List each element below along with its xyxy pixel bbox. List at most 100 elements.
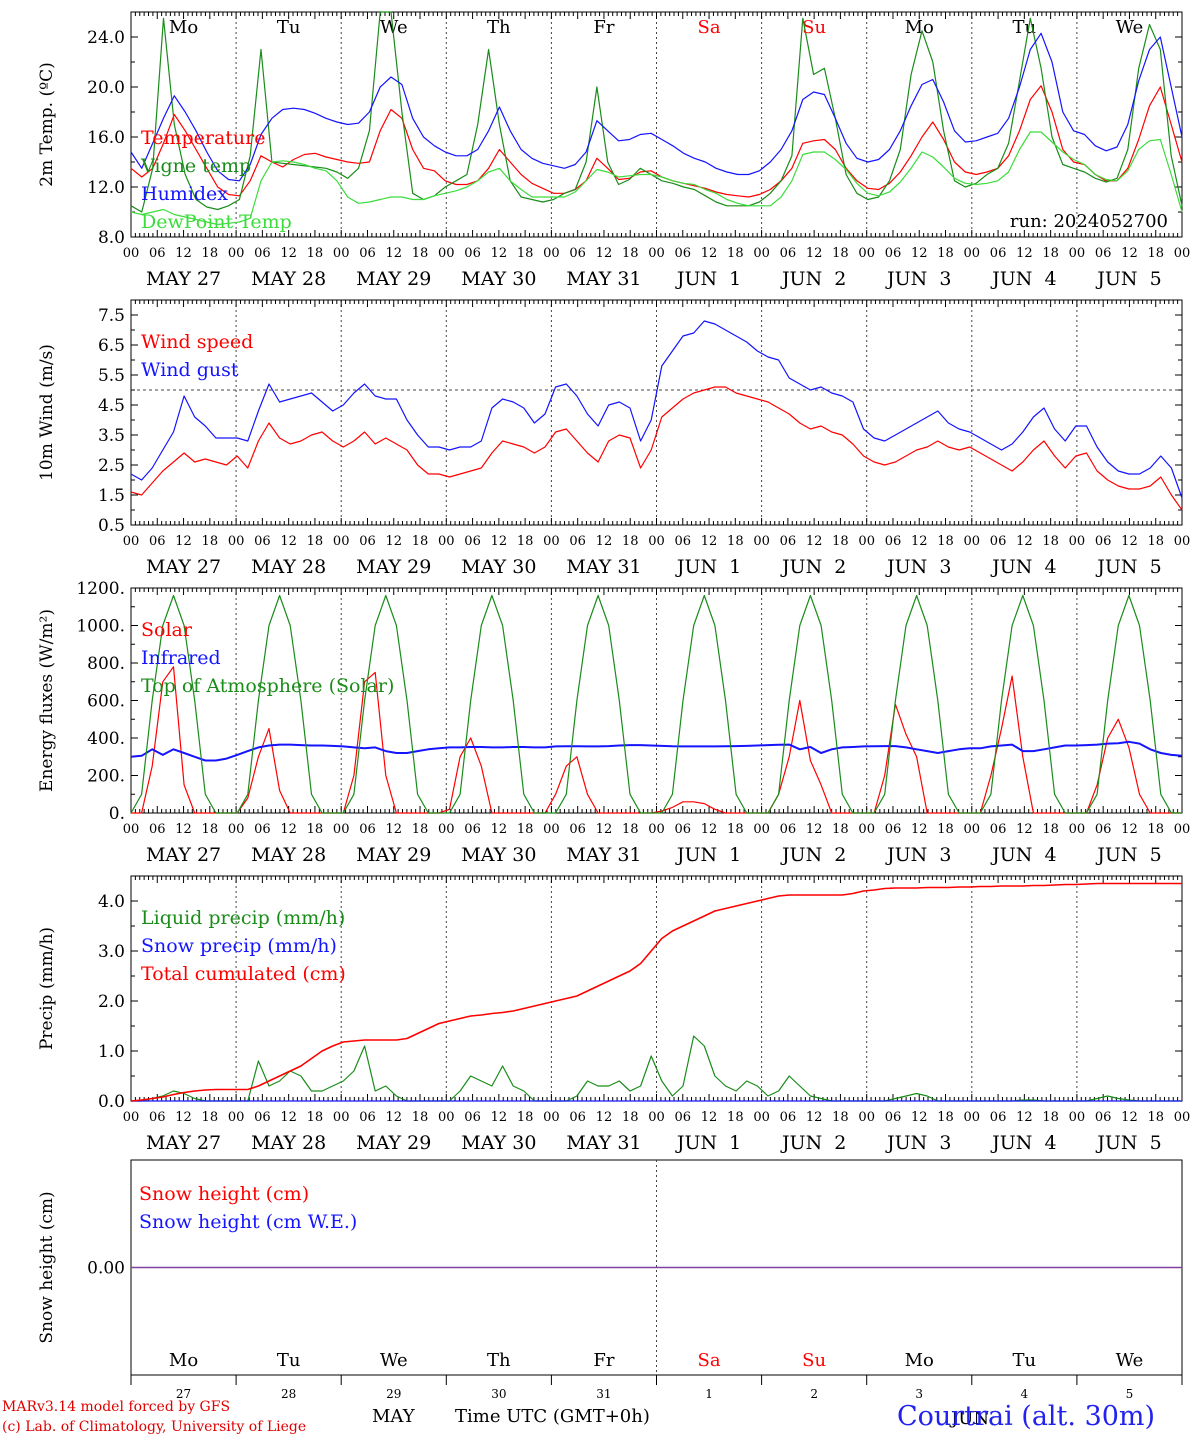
hour-tick-label: 18 [937, 534, 954, 549]
date-label: JUN 5 [1095, 268, 1161, 290]
y-tick-label: 1.0 [98, 1042, 125, 1062]
hour-tick-label: 12 [385, 1110, 402, 1125]
legend-label: Total cumulated (cm) [141, 963, 346, 985]
hour-tick-label: 00 [648, 1110, 665, 1125]
hour-tick-label: 18 [517, 246, 534, 261]
hour-tick-label: 00 [228, 534, 245, 549]
y-tick-label: 600. [87, 692, 125, 712]
hour-tick-label: 18 [727, 1110, 744, 1125]
y-axis-label: 2m Temp. (ºC) [37, 62, 57, 187]
date-label: JUN 1 [675, 1132, 741, 1154]
weekday-label: Th [487, 1350, 511, 1371]
hour-tick-label: 06 [359, 534, 376, 549]
hour-tick-label: 18 [412, 822, 429, 837]
series-line-dewpoint-temp [130, 131, 1183, 226]
series-line-humidex [130, 32, 1183, 182]
model-credit: MARv3.14 model forced by GFS [2, 1399, 231, 1415]
hour-tick-label: 00 [438, 534, 455, 549]
hour-tick-label: 00 [964, 822, 981, 837]
legend-label: Liquid precip (mm/h) [141, 907, 345, 929]
weekday-label: We [380, 17, 408, 38]
hour-tick-label: 06 [990, 1110, 1007, 1125]
hour-tick-label: 00 [333, 822, 350, 837]
hour-tick-label: 06 [675, 1110, 692, 1125]
hour-tick-label: 06 [464, 246, 481, 261]
date-label: JUN 2 [780, 1132, 846, 1154]
hour-tick-label: 12 [1016, 1110, 1033, 1125]
date-label: JUN 4 [990, 1132, 1056, 1154]
date-label: JUN 3 [885, 268, 951, 290]
weekday-label: Tu [277, 1350, 301, 1371]
hour-tick-label: 18 [937, 822, 954, 837]
hour-tick-label: 12 [911, 246, 928, 261]
hour-tick-label: 18 [1042, 822, 1059, 837]
hour-tick-label: 18 [307, 822, 324, 837]
chart-panel-1: 00 06 12 18 00 06 12 18 00 06 12 18 00 06 12 18 00 06 12 18… [37, 11, 1190, 290]
hour-tick-label: 12 [280, 534, 297, 549]
date-label: JUN 2 [780, 268, 846, 290]
hour-tick-label: 00 [964, 1110, 981, 1125]
legend-label: Top of Atmosphere (Solar) [141, 675, 394, 697]
y-tick-label: 5.5 [98, 366, 125, 386]
weekday-label: Mo [905, 1350, 934, 1371]
series-line-vigne-temp [130, 11, 1183, 213]
y-tick-label: 400. [87, 729, 125, 749]
chart-panel-4: 00 06 12 18 00 06 12 18 00 06 12 18 00 06 12 18 00 06 12 18… [37, 875, 1191, 1154]
date-label: JUN 3 [885, 556, 951, 578]
hour-tick-label: 18 [412, 246, 429, 261]
date-label: JUN 3 [885, 1132, 951, 1154]
hour-tick-label: 12 [175, 534, 192, 549]
weekday-label: Tu [1013, 17, 1037, 38]
date-label: MAY 29 [356, 556, 431, 578]
hour-tick-label: 00 [1174, 1110, 1191, 1125]
hour-tick-label: 18 [1042, 1110, 1059, 1125]
hour-tick-label: 00 [1069, 1110, 1086, 1125]
hour-tick-label: 18 [1147, 1110, 1164, 1125]
hour-tick-label: 12 [911, 822, 928, 837]
hour-tick-label: 00 [228, 822, 245, 837]
y-tick-label: 0.5 [98, 516, 125, 536]
hour-tick-label: 12 [911, 1110, 928, 1125]
hour-tick-label: 00 [1069, 246, 1086, 261]
hour-tick-label: 06 [885, 534, 902, 549]
y-axis-label: 10m Wind (m/s) [37, 344, 57, 481]
weekday-label: Su [802, 1350, 826, 1371]
date-label: JUN 4 [990, 556, 1056, 578]
day-number-label: 27 [176, 1387, 191, 1401]
y-tick-label: 6.5 [98, 336, 125, 356]
hour-tick-label: 18 [202, 246, 219, 261]
weekday-label: Fr [593, 17, 614, 38]
hour-tick-label: 18 [832, 822, 849, 837]
chart-panel-5: 27 28 29 30 31 1 2 3 4 5 Mo Tu We Th Fr Sa Su Mo Tu We 0.00 S… [37, 1159, 1183, 1401]
hour-tick-label: 18 [727, 246, 744, 261]
hour-tick-label: 06 [569, 822, 586, 837]
legend-label: Infrared [141, 647, 221, 669]
day-number-label: 4 [1021, 1387, 1029, 1401]
y-tick-label: 2.0 [98, 992, 125, 1012]
hour-tick-label: 06 [675, 822, 692, 837]
y-tick-label: 1000. [76, 617, 125, 637]
y-axis-label: Energy fluxes (W/m²) [37, 609, 57, 792]
series-line-wind-speed [130, 386, 1183, 511]
hour-tick-label: 06 [569, 1110, 586, 1125]
hour-tick-label: 00 [1069, 534, 1086, 549]
hour-tick-label: 18 [1147, 534, 1164, 549]
weekday-label: Sa [698, 17, 721, 38]
date-label: JUN 1 [675, 268, 741, 290]
y-tick-label: 1200. [76, 579, 125, 599]
hour-tick-label: 12 [491, 246, 508, 261]
hour-tick-label: 12 [491, 534, 508, 549]
hour-tick-label: 18 [202, 534, 219, 549]
date-label: JUN 5 [1095, 844, 1161, 866]
legend-label: Snow precip (mm/h) [141, 935, 337, 957]
month-label: MAY [372, 1406, 415, 1427]
hour-tick-label: 12 [806, 822, 823, 837]
legend-label: Wind speed [141, 331, 253, 353]
hour-tick-label: 12 [385, 246, 402, 261]
y-tick-label: 1.5 [98, 486, 125, 506]
hour-tick-label: 00 [648, 534, 665, 549]
time-axis-label: Time UTC (GMT+0h) [455, 1406, 650, 1427]
hour-tick-label: 06 [149, 534, 166, 549]
date-label: MAY 29 [356, 1132, 431, 1154]
